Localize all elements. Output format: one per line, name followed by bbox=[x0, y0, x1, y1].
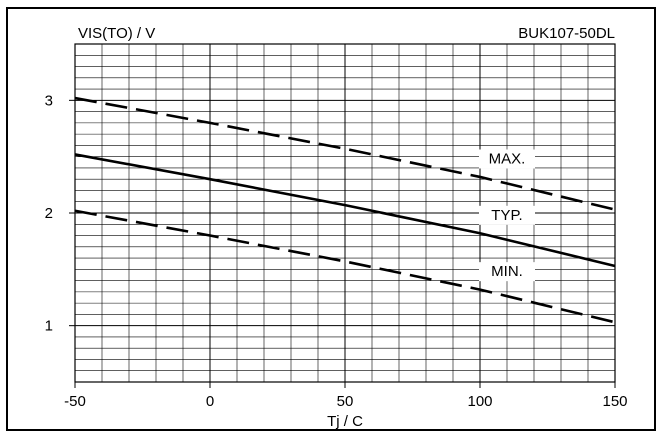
series-label-bg bbox=[479, 149, 535, 169]
x-tick-label: 150 bbox=[602, 393, 627, 410]
x-tick-label: 0 bbox=[206, 393, 214, 410]
chart-title: BUK107-50DL bbox=[518, 25, 615, 42]
y-tick-label: 1 bbox=[45, 318, 53, 335]
series-label-bg bbox=[479, 205, 535, 225]
x-tick-label: -50 bbox=[64, 393, 86, 410]
series-line-typ bbox=[74, 153, 616, 268]
series-group: MAX. TYP. MIN. bbox=[74, 96, 616, 324]
series-label: MIN. bbox=[491, 263, 523, 280]
y-axis-label: VIS(TO) / V bbox=[78, 25, 155, 42]
y-tick-label: 3 bbox=[45, 92, 53, 109]
y-tick-label: 2 bbox=[45, 205, 53, 222]
series-label: TYP. bbox=[491, 207, 522, 224]
series-label: MAX. bbox=[489, 150, 526, 167]
series-label-bg bbox=[479, 262, 535, 282]
x-tick-label: 50 bbox=[337, 393, 354, 410]
tick-labels: -50 0 50 100 150 1 2 3 bbox=[45, 92, 628, 410]
x-tick-label: 100 bbox=[467, 393, 492, 410]
x-axis-label: Tj / C bbox=[327, 413, 363, 430]
